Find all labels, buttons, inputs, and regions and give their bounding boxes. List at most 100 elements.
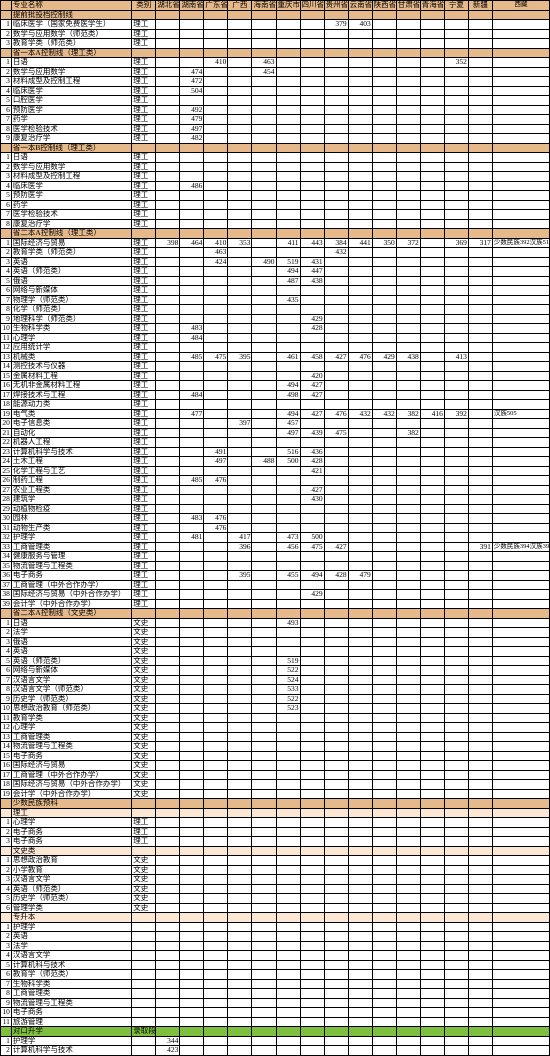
data-row: 12心理学文史 [1,723,550,733]
subsection-row: 专升本 [1,913,550,923]
data-row: 7医学检验技术理工 [1,210,550,220]
data-row: 6管理学类文史 [1,903,550,913]
data-row: 1日语理工410463352 [1,58,550,68]
data-row: 31动物生产类理工476 [1,523,550,533]
data-row: 1思想政治教育文史 [1,856,550,866]
data-row: 37工商管理（中外合作办学）理工 [1,580,550,590]
data-row: 17焊接技术与工程理工484498427 [1,390,550,400]
data-row: 6网络与新媒体理工 [1,286,550,296]
data-row: 18能源动力类理工 [1,400,550,410]
data-row: 5历史学（师范类）文史 [1,894,550,904]
data-row: 29动植物检疫理工 [1,504,550,514]
data-row: 28建筑学理工430 [1,495,550,505]
data-row: 11教育学类文史 [1,713,550,723]
data-row: 1护理学344 [1,1036,550,1046]
data-row: 13机械类理工485475395461458427476429438413 [1,352,550,362]
data-row: 23计算机科学与技术理工491516436 [1,447,550,457]
data-row: 1心理学理工 [1,818,550,828]
data-row: 5英语（师范类）文史519 [1,656,550,666]
data-row: 2数学与应用数学（师范类）理工 [1,29,550,39]
data-row: 9历史学（师范类）文史522 [1,694,550,704]
data-row: 6教育学（师范类） [1,970,550,980]
data-row: 38国际经济与贸易（中外合作办学）理工429 [1,590,550,600]
data-row: 13工商管理类文史 [1,732,550,742]
data-row: 24土木工程理工497488500428 [1,457,550,467]
data-row: 7物理学（师范类）理工435 [1,295,550,305]
data-row: 3法学 [1,941,550,951]
data-row: 10思想政治教育（师范类）文史523 [1,704,550,714]
subsection-row: 理工 [1,808,550,818]
data-row: 35物流管理与工程类理工 [1,561,550,571]
section-row: 省二本A控制线（理工类） [1,229,550,239]
data-row: 2小学教育文史 [1,865,550,875]
data-row: 2数学与应用数学理工474454 [1,67,550,77]
section-row: 提前批投档控制线 [1,10,550,20]
data-row: 3汉语言文学文史 [1,875,550,885]
data-row: 9康复治疗学理工482 [1,134,550,144]
data-row: 2电子商务理工 [1,827,550,837]
data-row: 33工商管理类理工396456475427391少数民族394汉族394 [1,542,550,552]
data-row: 2数学与应用数学理工 [1,162,550,172]
data-row: 19电气类理工477494427476432432382416392汉族505 [1,409,550,419]
data-row: 4英语（师范类）文史 [1,884,550,894]
data-row: 6预防医学理工492 [1,105,550,115]
data-row: 7汉语言文学文史524 [1,675,550,685]
section-row: 少数民族预科 [1,799,550,809]
header-row: 专业名称类别湖北省湖南省广东省广西海南省重庆市四川省贵州省云南省陕西省甘肃省青海… [1,1,550,11]
data-row: 5口腔医学理工 [1,96,550,106]
data-row: 18国际经济与贸易（中外合作办学）文史 [1,780,550,790]
data-row: 3俄语文史 [1,637,550,647]
data-row: 2教育学类（师范类）理工463432 [1,248,550,258]
data-row: 1日语文史493 [1,618,550,628]
data-row: 3电子商务理工 [1,837,550,847]
data-row: 4临床医学理工504 [1,86,550,96]
data-row: 4英语文史 [1,647,550,657]
data-row: 3教育学类（师范类）理工 [1,39,550,49]
data-row: 3材料成型及控制工程理工 [1,172,550,182]
data-row: 9地理科学（师范类）理工429 [1,314,550,324]
data-row: 25化学工程与工艺理工421 [1,466,550,476]
data-row: 9物流管理与工程类 [1,998,550,1008]
data-row: 16国际经济与贸易文史 [1,761,550,771]
data-row: 6网络与新媒体文史522 [1,666,550,676]
data-row: 8康复治疗学理工 [1,219,550,229]
data-row: 6药学理工 [1,200,550,210]
data-row: 1临床医学（国家免费医学生）理工379403 [1,20,550,30]
section-row: 省二本A控制线（文史类） [1,609,550,619]
data-row: 8工商管理类 [1,989,550,999]
data-row: 3英语理工424490519431 [1,257,550,267]
data-row: 36电子商务理工395455494428479 [1,571,550,581]
data-row: 26制药工程理工485476 [1,476,550,486]
admission-score-table: 专业名称类别湖北省湖南省广东省广西海南省重庆市四川省贵州省云南省陕西省甘肃省青海… [0,0,550,1056]
data-row: 3材料成型及控制工程理工472 [1,77,550,87]
data-row: 16无机非金属材料工程理工494427 [1,381,550,391]
data-row: 8医学检验技术理工497 [1,124,550,134]
data-row: 8化学（师范类）理工 [1,305,550,315]
data-row: 32护理学理工481417473500 [1,533,550,543]
data-row: 30园林理工483476 [1,514,550,524]
section-row: 省一本A控制线（理工类） [1,48,550,58]
data-row: 2英语 [1,932,550,942]
data-row: 7生物科学类 [1,979,550,989]
data-row: 19会计学（中外合作办学）文史 [1,789,550,799]
data-row: 15金属材料工程理工420 [1,371,550,381]
data-row: 12应用统计学理工 [1,343,550,353]
data-row: 10电子商务 [1,1008,550,1018]
data-row: 8汉语言文学（师范类）文史533 [1,685,550,695]
data-row: 2计算机科学与技术423 [1,1046,550,1056]
data-row: 11旅游管理 [1,1017,550,1027]
data-row: 22机器人工程理工 [1,438,550,448]
data-row: 4临床医学理工486 [1,181,550,191]
data-row: 39会计学（中外合作办学）理工 [1,599,550,609]
data-row: 11心理学理工484 [1,333,550,343]
data-row: 27农业工程类理工427 [1,485,550,495]
data-row: 5预防医学理工 [1,191,550,201]
data-row: 10生物科学类理工483428 [1,324,550,334]
data-row: 7药学理工479 [1,115,550,125]
data-row: 20电子信息类理工397457 [1,419,550,429]
data-row: 1日语理工 [1,153,550,163]
data-row: 34健康服务与管理理工 [1,552,550,562]
data-row: 17工商管理（中外合作办学）文史 [1,770,550,780]
data-row: 14物流管理与工程类文史 [1,742,550,752]
data-row: 5俄语理工487438 [1,276,550,286]
